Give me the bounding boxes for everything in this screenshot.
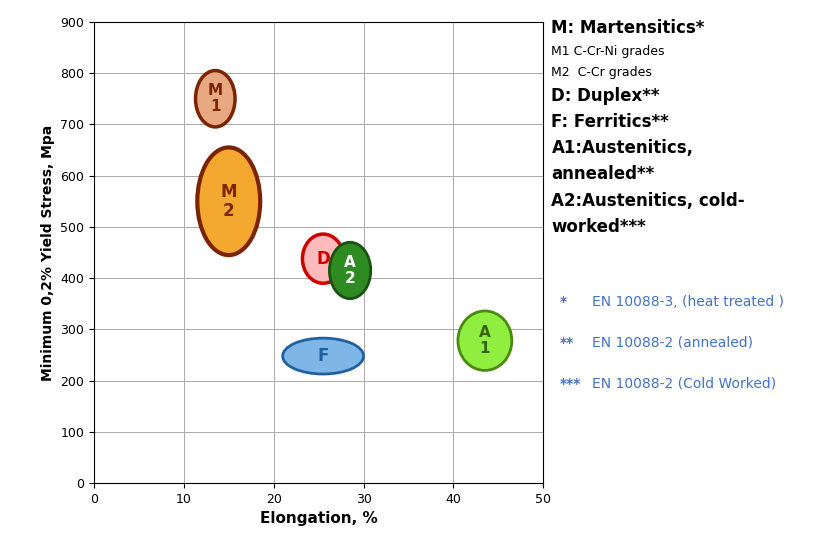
Text: D: D: [316, 250, 330, 268]
X-axis label: Elongation, %: Elongation, %: [260, 512, 377, 526]
Text: A
1: A 1: [479, 325, 491, 357]
Text: worked***: worked***: [551, 218, 646, 236]
Text: *: *: [560, 295, 567, 309]
Text: A1:Austenitics,: A1:Austenitics,: [551, 139, 694, 157]
Text: annealed**: annealed**: [551, 165, 654, 183]
Text: M2  C-Cr grades: M2 C-Cr grades: [551, 66, 652, 79]
Text: M
2: M 2: [221, 182, 237, 220]
Text: ***: ***: [560, 377, 581, 391]
Y-axis label: Minimum 0,2% Yield Stress, Mpa: Minimum 0,2% Yield Stress, Mpa: [41, 124, 55, 381]
Text: EN 10088-2 (annealed): EN 10088-2 (annealed): [592, 336, 753, 350]
Text: M: Martensitics*: M: Martensitics*: [551, 19, 705, 37]
Text: D: Duplex**: D: Duplex**: [551, 87, 660, 105]
Text: EN 10088-2 (Cold Worked): EN 10088-2 (Cold Worked): [592, 377, 776, 391]
Text: EN 10088-3, (heat treated ): EN 10088-3, (heat treated ): [592, 295, 784, 309]
Text: A2:Austenitics, cold-: A2:Austenitics, cold-: [551, 192, 745, 210]
Ellipse shape: [195, 70, 235, 127]
Text: F: F: [318, 347, 328, 365]
Ellipse shape: [329, 242, 371, 299]
Ellipse shape: [302, 234, 344, 283]
Ellipse shape: [198, 147, 260, 255]
Text: F: Ferritics**: F: Ferritics**: [551, 113, 669, 131]
Text: A
2: A 2: [344, 255, 356, 286]
Ellipse shape: [283, 338, 364, 374]
Ellipse shape: [458, 311, 511, 370]
Text: M
1: M 1: [208, 83, 223, 114]
Text: M1 C-Cr-Ni grades: M1 C-Cr-Ni grades: [551, 45, 665, 58]
Text: **: **: [560, 336, 574, 350]
